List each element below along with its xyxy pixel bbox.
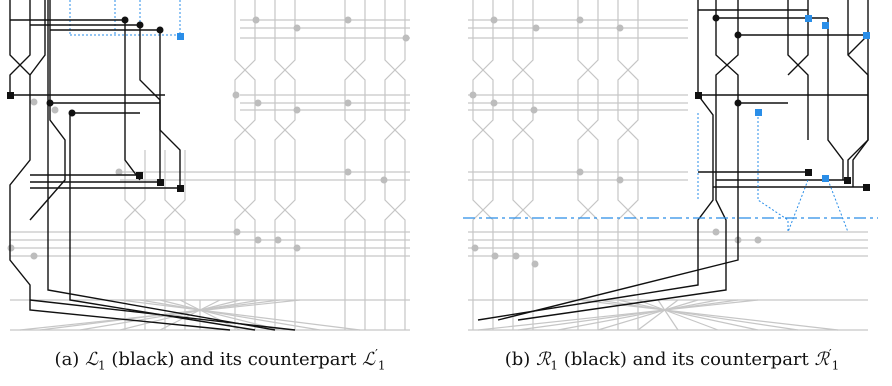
highlight-wires (477, 0, 869, 321)
caption-a: (a) ℒ1 (black) and its counterpart ℒ′1 (0, 347, 440, 373)
panel-a (0, 0, 420, 345)
caption-set-symbol: ℒ (85, 349, 99, 370)
caption-b: (b) ℛ1 (black) and its counterpart ℛ′1 (452, 347, 892, 373)
caption-set-subscript: 1 (98, 358, 106, 373)
panel-b (458, 0, 878, 345)
caption-text: (black) and its counterpart (111, 349, 357, 370)
background-nodes (469, 16, 762, 268)
caption-counterpart-symbol: ℛ (814, 349, 829, 370)
caption-label: (b) (504, 349, 531, 370)
highlight-wires (9, 0, 296, 331)
highlight-nodes (695, 14, 870, 191)
background-nodes (7, 16, 410, 260)
highlight-nodes (7, 16, 184, 192)
caption-text: (black) and its counterpart (563, 349, 809, 370)
caption-counterpart-subscript: 1 (377, 358, 386, 373)
caption-counterpart-subscript: 1 (831, 358, 840, 373)
caption-counterpart-prime: ′ (375, 347, 378, 361)
counterpart-wires (697, 113, 849, 233)
caption-counterpart-prime: ′ (828, 347, 832, 361)
caption-counterpart-symbol: ℒ (362, 349, 376, 370)
caption-label: (a) (54, 349, 80, 370)
counterpart-wires (15, 0, 181, 96)
counterpart-nodes (177, 33, 184, 40)
diagram-panel-b (463, 0, 878, 331)
background-wires (468, 0, 868, 331)
diagram-panel-a (7, 0, 410, 331)
counterpart-nodes (755, 15, 870, 182)
caption-set-symbol: ℛ (536, 349, 551, 370)
caption-set-subscript: 1 (550, 358, 559, 373)
